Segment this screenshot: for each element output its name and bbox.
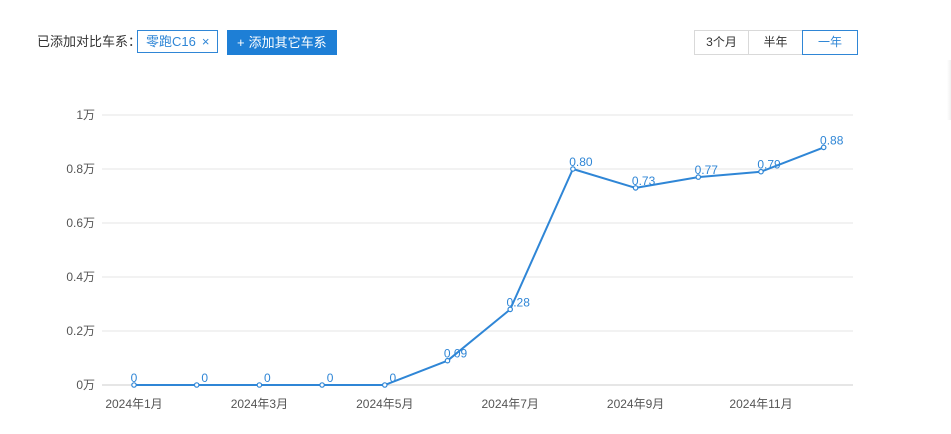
- data-point: [444, 357, 451, 364]
- y-tick-label: 0万: [76, 378, 95, 392]
- compare-label: 已添加对比车系：: [37, 34, 142, 49]
- x-tick-label: 2024年3月: [231, 397, 288, 411]
- data-label: 0.28: [507, 295, 531, 309]
- data-label: 0: [389, 371, 396, 385]
- add-series-label: 添加其它车系: [248, 35, 327, 50]
- data-point: [319, 382, 325, 388]
- data-label: 0.79: [757, 158, 781, 172]
- range-button-one-year[interactable]: 一年: [802, 30, 858, 55]
- data-label: 0.88: [820, 133, 844, 147]
- data-point: [193, 382, 200, 388]
- x-tick-label: 2024年7月: [482, 397, 539, 411]
- data-point: [758, 168, 764, 175]
- series-line: [134, 146, 825, 386]
- scroll-edge-shadow: [947, 60, 951, 120]
- x-tick-label: 2024年1月: [105, 397, 162, 411]
- compare-tag-text: 零跑C16: [146, 34, 196, 49]
- data-label: 0.73: [632, 174, 656, 188]
- data-point: [820, 144, 827, 151]
- data-label: 0: [264, 371, 271, 385]
- plus-icon: +: [237, 35, 245, 50]
- data-point: [507, 306, 514, 313]
- y-tick-label: 1万: [76, 108, 95, 122]
- data-label: 0: [201, 371, 208, 385]
- data-label: 0.09: [444, 347, 468, 361]
- data-point: [381, 382, 388, 388]
- data-point: [632, 185, 639, 191]
- data-label: 0.77: [695, 163, 719, 177]
- data-label: 0.80: [569, 155, 593, 169]
- y-tick-label: 0.8万: [66, 162, 95, 176]
- x-tick-label: 2024年9月: [607, 397, 664, 411]
- x-tick-label: 2024年11月: [729, 397, 792, 411]
- y-tick-label: 0.6万: [66, 216, 95, 230]
- range-button-3-months[interactable]: 3个月: [694, 30, 749, 55]
- data-point: [570, 166, 576, 172]
- compare-tag-lingpao-c16[interactable]: 零跑C16 ×: [137, 30, 219, 53]
- y-tick-label: 0.4万: [66, 270, 95, 284]
- x-tick-label: 2024年5月: [356, 397, 413, 411]
- data-point: [695, 174, 702, 180]
- close-icon[interactable]: ×: [201, 34, 210, 49]
- y-tick-label: 0.2万: [66, 324, 95, 338]
- data-point: [256, 382, 263, 388]
- add-series-button[interactable]: + 添加其它车系: [227, 30, 337, 55]
- data-point: [131, 382, 137, 388]
- time-range-selector: 3个月 半年 一年: [694, 30, 858, 55]
- data-label: 0: [327, 371, 334, 385]
- data-label: 0: [131, 371, 138, 385]
- range-button-half-year[interactable]: 半年: [748, 30, 803, 55]
